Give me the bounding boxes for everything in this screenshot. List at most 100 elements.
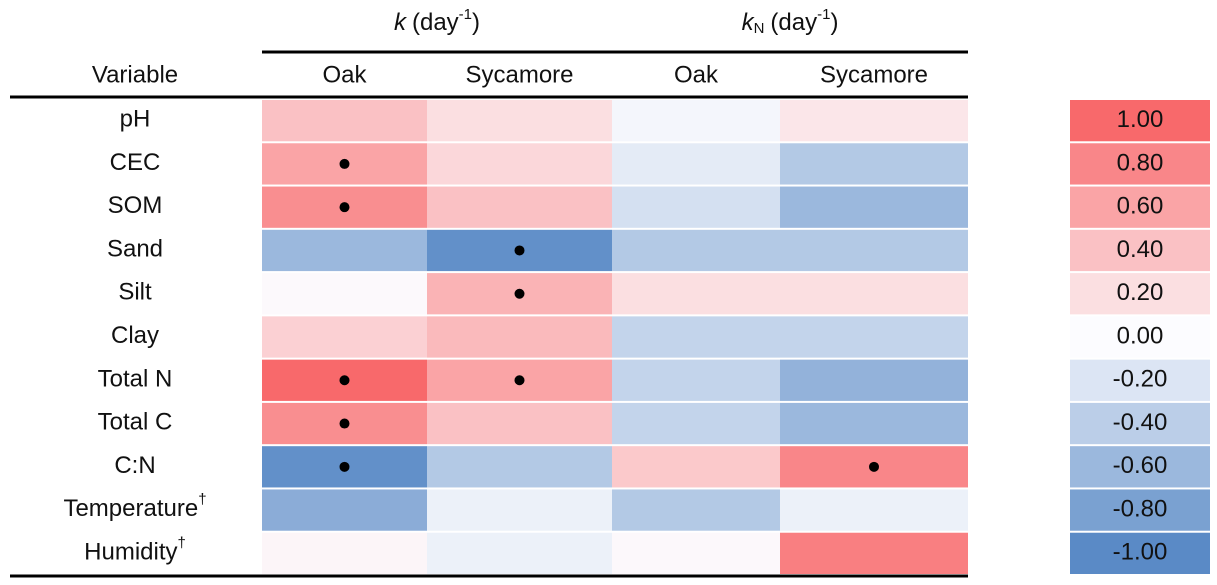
- row-label: Temperature†: [63, 491, 206, 522]
- heat-cell: [612, 359, 780, 401]
- heat-cell: [612, 100, 780, 142]
- heat-cell: [780, 316, 968, 358]
- heat-cell: [780, 359, 968, 401]
- column-header: Sycamore: [820, 61, 928, 88]
- heat-cell: [780, 229, 968, 272]
- significance-dot: [514, 375, 525, 386]
- row-label-text: Clay: [111, 322, 159, 349]
- legend-label: -0.20: [1113, 366, 1168, 393]
- heat-cell: [780, 489, 968, 531]
- legend-label: -0.80: [1113, 495, 1168, 522]
- row-label-text: C:N: [114, 452, 155, 479]
- heat-cell: [780, 402, 968, 445]
- row-label: Sand: [107, 236, 163, 263]
- column-header: Sycamore: [465, 61, 573, 88]
- legend-swatch: [1070, 143, 1210, 185]
- group-subscript: N: [754, 20, 765, 37]
- heat-cell: [612, 186, 780, 228]
- row-label-text: Temperature: [63, 495, 198, 522]
- heat-cell: [262, 489, 427, 531]
- heat-cell: [612, 316, 780, 358]
- group-suffix: ): [472, 9, 480, 36]
- legend-label: 1.00: [1117, 106, 1164, 133]
- heat-cell: [612, 446, 780, 488]
- group-unit: (day: [770, 9, 817, 36]
- legend-label: 0.60: [1117, 193, 1164, 220]
- legend-swatch: [1070, 100, 1210, 142]
- heat-cell: [612, 229, 780, 272]
- heat-cell: [427, 100, 612, 142]
- row-label-text: pH: [120, 106, 151, 133]
- row-label: Total N: [98, 366, 173, 393]
- group-header: kN (day-1): [742, 6, 839, 37]
- significance-dot: [514, 245, 525, 256]
- heat-cell: [780, 100, 968, 142]
- legend-label: -0.60: [1113, 452, 1168, 479]
- heat-cell: [612, 273, 780, 315]
- heat-cell: [427, 143, 612, 185]
- legend-swatch: [1070, 532, 1210, 574]
- column-header: Oak: [322, 61, 367, 88]
- heat-cell: [427, 446, 612, 488]
- heat-cell: [612, 489, 780, 531]
- significance-dot: [339, 461, 350, 472]
- significance-dot: [339, 202, 350, 213]
- significance-dot: [339, 375, 350, 386]
- heat-cell: [780, 273, 968, 315]
- legend-swatch: [1070, 229, 1210, 272]
- legend-swatch: [1070, 186, 1210, 228]
- legend-swatch: [1070, 273, 1210, 315]
- row-label-text: Sand: [107, 236, 163, 263]
- row-label-text: Humidity: [84, 539, 177, 566]
- heat-cell: [612, 402, 780, 445]
- legend-label: -1.00: [1113, 539, 1168, 566]
- legend-swatch: [1070, 359, 1210, 401]
- group-symbol: k: [742, 9, 756, 36]
- row-label: Silt: [118, 279, 152, 306]
- group-exponent: -1: [817, 6, 830, 23]
- heat-cell: [262, 316, 427, 358]
- row-label-text: Silt: [118, 279, 152, 306]
- heat-cell: [612, 143, 780, 185]
- heat-cell: [262, 100, 427, 142]
- legend-label: 0.20: [1117, 279, 1164, 306]
- legend-swatch: [1070, 446, 1210, 488]
- heat-cell: [780, 532, 968, 574]
- legend-label: 0.40: [1117, 236, 1164, 263]
- row-label-text: Total C: [98, 409, 173, 436]
- legend-swatch: [1070, 402, 1210, 445]
- row-label: Total C: [98, 409, 173, 436]
- heat-cell: [262, 273, 427, 315]
- heat-cell: [427, 316, 612, 358]
- row-label-text: CEC: [110, 149, 161, 176]
- row-label: Humidity†: [84, 534, 186, 565]
- legend-swatch: [1070, 489, 1210, 531]
- group-unit: (day: [412, 9, 459, 36]
- heat-cell: [262, 229, 427, 272]
- legend-label: 0.80: [1117, 149, 1164, 176]
- row-label-text: Total N: [98, 366, 173, 393]
- row-label-text: SOM: [108, 193, 163, 220]
- legend-label: 0.00: [1117, 322, 1164, 349]
- significance-dot: [514, 288, 525, 299]
- group-symbol: k: [394, 9, 408, 36]
- heat-cell: [780, 186, 968, 228]
- heat-cell: [427, 489, 612, 531]
- heat-cell: [427, 532, 612, 574]
- row-label: C:N: [114, 452, 155, 479]
- row-label: Clay: [111, 322, 159, 349]
- column-header: Oak: [674, 61, 719, 88]
- row-label: CEC: [110, 149, 161, 176]
- significance-dot: [869, 461, 879, 472]
- group-exponent: -1: [459, 6, 472, 23]
- group-suffix: ): [830, 9, 838, 36]
- heat-cell: [427, 186, 612, 228]
- legend-label: -0.40: [1113, 409, 1168, 436]
- row-label: SOM: [108, 193, 163, 220]
- row-label-mark: †: [178, 534, 186, 551]
- significance-dot: [339, 158, 350, 169]
- heat-cell: [612, 532, 780, 574]
- row-label: pH: [120, 106, 151, 133]
- legend-swatch: [1070, 316, 1210, 358]
